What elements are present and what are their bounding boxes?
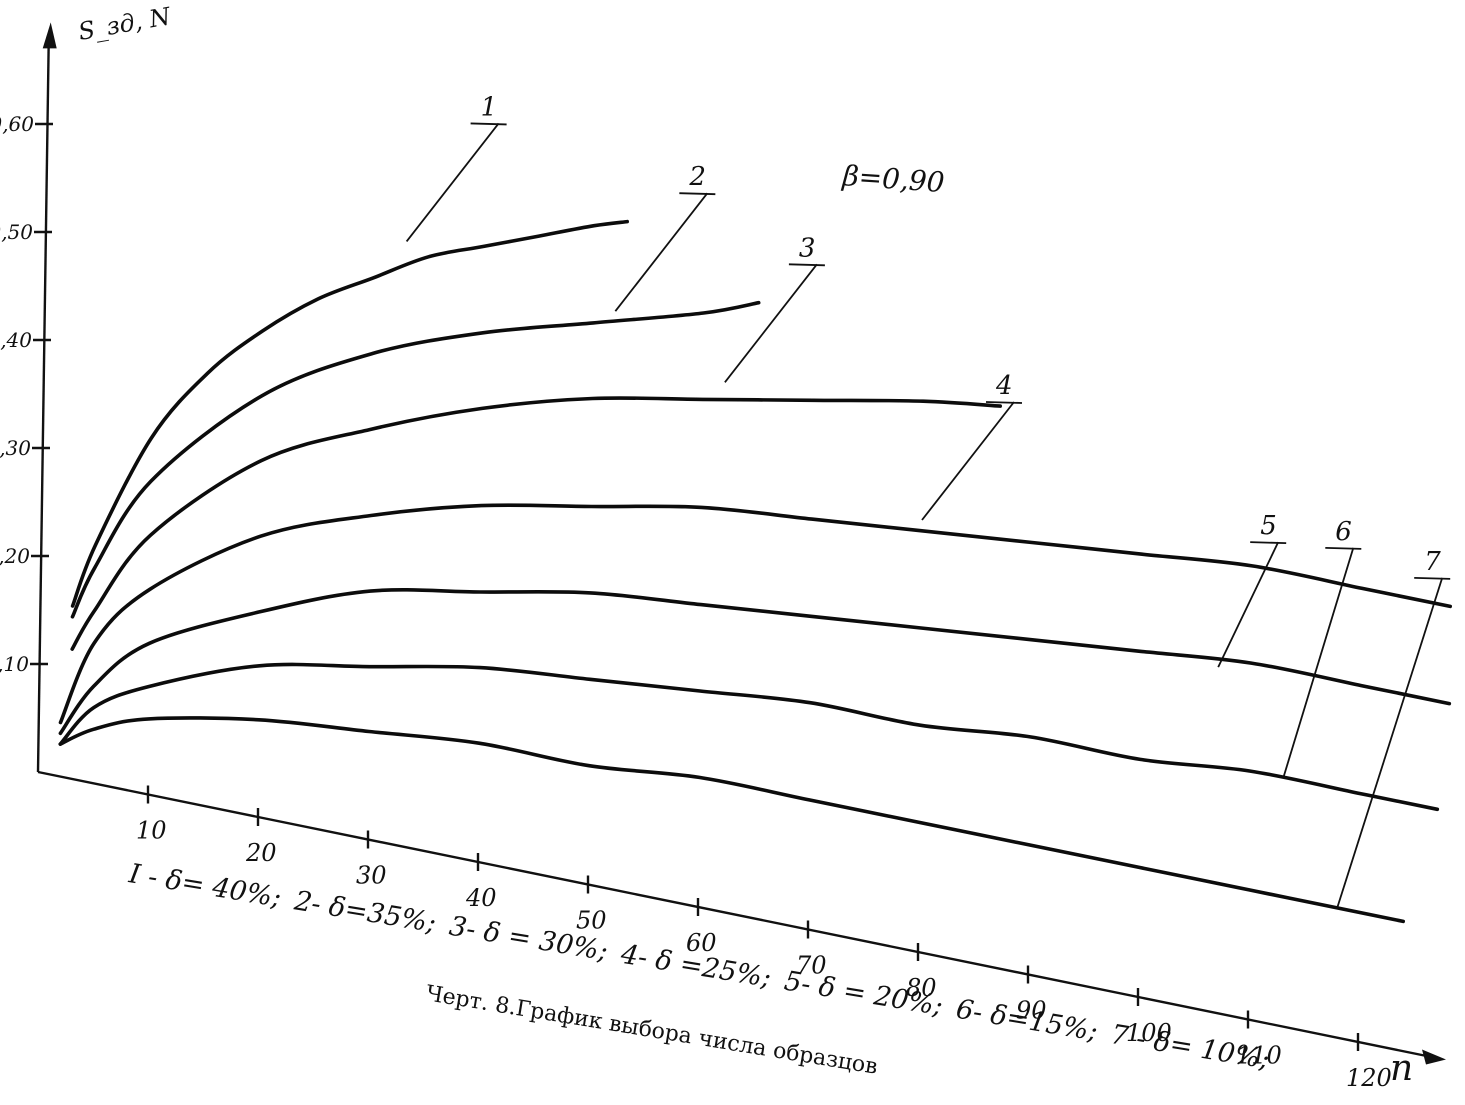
series-3-line xyxy=(70,396,1002,651)
leader-tick xyxy=(1414,577,1451,580)
y-tick-label: 0,30 xyxy=(0,436,31,460)
y-axis-arrow xyxy=(42,22,57,49)
leader-line xyxy=(1217,541,1280,668)
y-axis-line xyxy=(36,42,50,773)
series-4-label: 4 xyxy=(995,371,1013,401)
series-1-label: 1 xyxy=(481,92,498,122)
x-axis-label: n xyxy=(1390,1048,1413,1089)
leader-tick xyxy=(985,401,1023,404)
x-tick-label: 90 xyxy=(1016,997,1047,1025)
x-tick-label: 10 xyxy=(136,817,167,845)
y-tick-label: 0,50 xyxy=(0,220,33,244)
leader-tick xyxy=(1250,541,1287,545)
leader-tick xyxy=(1325,546,1362,550)
leader-line xyxy=(405,122,500,243)
y-tick-label: 0,20 xyxy=(0,544,30,568)
tick-labels: 10 20 30 40 50 60 70 80 90 100 110 120 0,10 0,20 0,30 0… xyxy=(0,112,1392,1092)
series-2-line xyxy=(70,300,761,619)
beta-annotation: β=0,90 xyxy=(841,159,946,199)
leader-tick xyxy=(679,192,716,196)
series-5-line xyxy=(58,587,1452,736)
x-tick-label: 120 xyxy=(1346,1064,1392,1092)
x-tick-label: 40 xyxy=(465,884,497,912)
series-5-label: 5 xyxy=(1260,511,1277,541)
x-tick-label: 110 xyxy=(1236,1042,1282,1070)
x-tick-label: 20 xyxy=(245,839,277,867)
chart-axes xyxy=(30,22,1446,1065)
leader-line xyxy=(921,401,1015,521)
y-tick-label: 0,40 xyxy=(0,328,32,352)
x-axis-line xyxy=(37,770,1435,1059)
y-tick-label: 0,60 xyxy=(0,112,34,136)
x-axis-arrow xyxy=(1422,1049,1446,1065)
series-2-label: 2 xyxy=(688,162,706,192)
series-4-line xyxy=(58,503,1452,725)
x-tick-label: 30 xyxy=(356,862,387,890)
series-7-line xyxy=(58,716,1405,924)
x-tick-label: 100 xyxy=(1126,1019,1172,1047)
series-6-label: 6 xyxy=(1335,517,1352,547)
series-7-label: 7 xyxy=(1424,547,1441,577)
leader-line xyxy=(1336,577,1444,909)
x-tick-label: 50 xyxy=(576,907,607,935)
x-tick-label: 70 xyxy=(796,952,827,980)
series-3-label: 3 xyxy=(799,233,816,263)
leader-line xyxy=(1282,547,1355,779)
series-6-line xyxy=(58,662,1440,812)
x-tick-label: 60 xyxy=(686,929,717,957)
x-tick-label: 80 xyxy=(906,974,937,1002)
leader-tick xyxy=(788,263,825,267)
series-1-line xyxy=(70,219,629,608)
y-tick-label: 0,10 xyxy=(0,652,29,676)
leader-tick xyxy=(470,122,507,126)
chart-series xyxy=(58,219,1452,924)
legend-entry-2: 2- δ=35%; xyxy=(291,885,438,939)
leader-line xyxy=(724,263,818,383)
y-axis-label: S_зд, N xyxy=(76,2,173,46)
series-leader-lines: 1 2 3 4 5 6 7 xyxy=(405,92,1451,909)
leader-line xyxy=(614,192,709,312)
